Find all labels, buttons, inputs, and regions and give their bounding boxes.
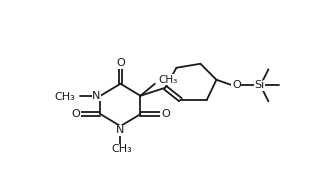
Text: O: O (71, 109, 80, 119)
Text: O: O (232, 80, 241, 90)
Text: CH₃: CH₃ (159, 75, 178, 85)
Text: Si: Si (254, 80, 265, 90)
Text: CH₃: CH₃ (54, 92, 75, 102)
Text: O: O (161, 109, 170, 119)
Text: N: N (92, 91, 101, 101)
Text: O: O (116, 58, 125, 68)
Text: CH₃: CH₃ (112, 144, 133, 154)
Text: N: N (116, 125, 125, 135)
